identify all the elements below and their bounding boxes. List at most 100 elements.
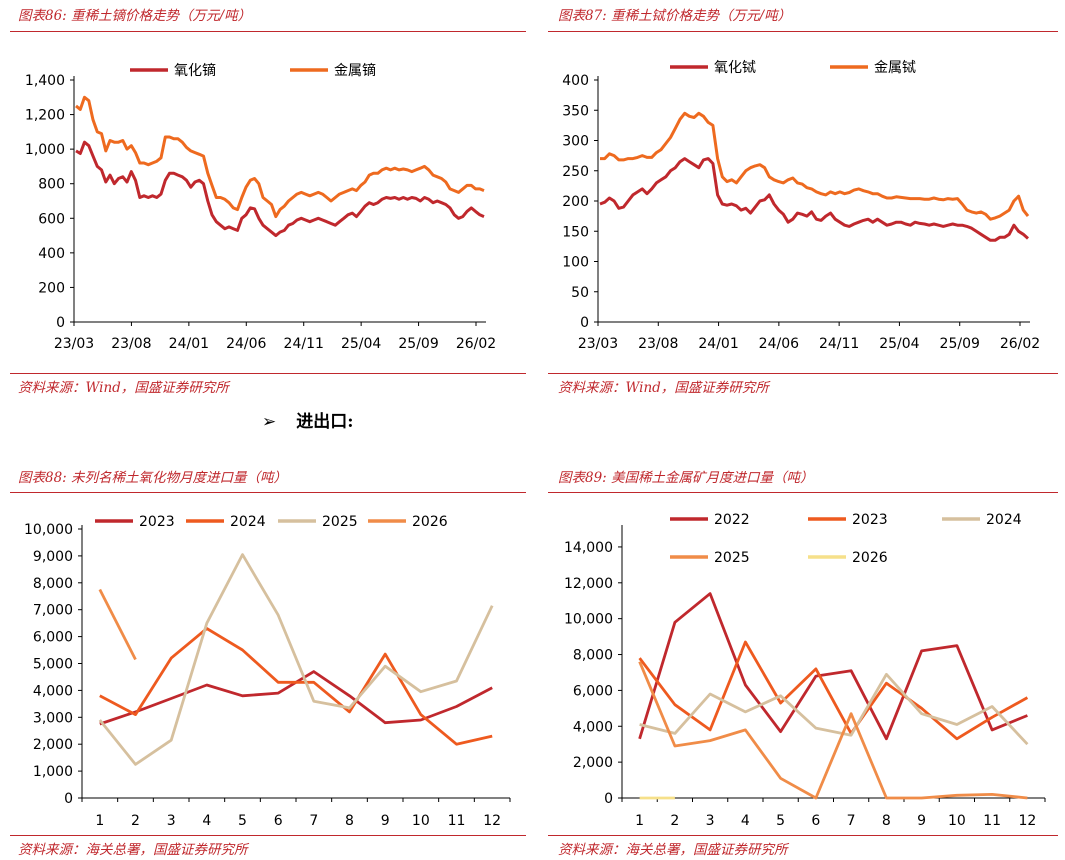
y-tick-label: 8,000	[573, 648, 613, 664]
y-tick-label: 250	[562, 164, 589, 180]
y-tick-label: 400	[38, 246, 65, 262]
series-line-2024	[639, 672, 1029, 746]
x-tick-label: 10	[948, 813, 966, 829]
x-tick-label: 6	[811, 813, 820, 829]
x-tick-label: 23/08	[111, 336, 151, 352]
y-tick-label: 400	[562, 73, 589, 89]
chart4-source-rule	[548, 835, 1058, 836]
chart3-svg: 0 1,000 2,000 3,000 4,000 5,000 6,000 7,000 8,00…	[24, 514, 511, 829]
y-tick-label: 1,200	[25, 108, 65, 124]
chart2-title: 图表87: 重稀土铽价格走势（万元/吨）	[558, 8, 792, 24]
x-tick-label: 10	[412, 813, 430, 829]
y-tick-label: 200	[562, 194, 589, 210]
x-tick-label: 1	[635, 813, 644, 829]
y-tick-label: 10,000	[564, 612, 613, 628]
series-line-氧化镝	[75, 140, 485, 238]
x-tick-label: 24/11	[819, 336, 859, 352]
x-tick-label: 26/02	[456, 336, 496, 352]
x-tick-label: 23/08	[638, 336, 678, 352]
series-line-2025	[638, 661, 1028, 800]
legend-label: 2026	[852, 550, 888, 566]
x-tick-label: 5	[238, 813, 247, 829]
y-tick-label: 12,000	[564, 576, 613, 592]
x-tick-label: 9	[381, 813, 390, 829]
x-tick-label: 25/09	[398, 336, 438, 352]
x-tick-label: 25/04	[341, 336, 381, 352]
y-tick-label: 4,000	[33, 683, 73, 699]
x-tick-label: 25/04	[879, 336, 919, 352]
chart2-title-rule	[548, 31, 1058, 32]
y-tick-label: 200	[38, 280, 65, 296]
series-line-氧化铽	[599, 157, 1029, 242]
chart3-title: 图表88: 未列名稀土氧化物月度进口量（吨）	[18, 470, 288, 486]
chart1-title: 图表86: 重稀土镝价格走势（万元/吨）	[18, 8, 252, 24]
x-tick-label: 8	[345, 813, 354, 829]
x-tick-label: 24/01	[169, 336, 209, 352]
series-line-金属铽	[600, 111, 1030, 221]
y-tick-label: 14,000	[564, 540, 613, 556]
series-line-金属镝	[75, 95, 485, 219]
y-tick-label: 100	[562, 255, 589, 271]
y-tick-label: 6,000	[33, 630, 73, 646]
x-tick-label: 24/06	[759, 336, 799, 352]
y-tick-label: 4,000	[573, 719, 613, 735]
x-tick-label: 1	[95, 813, 104, 829]
chart4-source: 资料来源：海关总署，国盛证券研究所	[558, 842, 788, 858]
chart3-source: 资料来源：海关总署，国盛证券研究所	[18, 842, 248, 858]
legend-label: 2024	[230, 514, 266, 530]
chart2-source-rule	[548, 373, 1058, 374]
x-tick-label: 3	[706, 813, 715, 829]
x-tick-label: 23/03	[54, 336, 94, 352]
series-line-2026	[98, 588, 137, 661]
x-tick-label: 2	[131, 813, 140, 829]
legend-label: 金属镝	[334, 62, 376, 79]
y-tick-label: 2,000	[573, 755, 613, 771]
y-tick-label: 0	[64, 791, 73, 807]
y-tick-label: 8,000	[33, 576, 73, 592]
y-tick-label: 300	[562, 134, 589, 150]
legend-label: 2026	[412, 514, 448, 530]
y-tick-label: 600	[38, 211, 65, 227]
chart4-title: 图表89: 美国稀土金属矿月度进口量（吨）	[558, 470, 814, 486]
legend-label: 2025	[322, 514, 358, 530]
chart4-svg: 0 2,000 4,000 6,000 8,000 10,000 12,000 14,000 1…	[564, 512, 1046, 829]
y-tick-label: 7,000	[33, 603, 73, 619]
x-tick-label: 24/11	[284, 336, 324, 352]
x-tick-label: 24/01	[698, 336, 738, 352]
x-tick-label: 11	[448, 813, 466, 829]
x-tick-label: 4	[202, 813, 211, 829]
y-tick-label: 800	[38, 177, 65, 193]
section-heading: ➢ 进出口:	[262, 407, 354, 432]
x-tick-label: 7	[847, 813, 856, 829]
chart1-svg: 0 200 400 600 800 1,000 1,200 1,400 23/03 23/08 24…	[25, 62, 496, 352]
x-tick-label: 12	[1018, 813, 1036, 829]
legend-label: 2023	[852, 512, 888, 528]
chart3-title-rule	[10, 492, 526, 493]
legend-label: 2022	[714, 512, 750, 528]
x-tick-label: 4	[741, 813, 750, 829]
x-tick-label: 7	[309, 813, 318, 829]
chart1-source: 资料来源：Wind，国盛证券研究所	[18, 380, 229, 396]
legend-label: 金属铽	[874, 60, 916, 76]
x-tick-label: 26/02	[1000, 336, 1040, 352]
x-tick-label: 5	[776, 813, 785, 829]
x-tick-label: 8	[882, 813, 891, 829]
y-tick-label: 0	[56, 315, 65, 331]
section-arrow-icon: ➢	[262, 412, 277, 432]
series-line-2025	[98, 553, 494, 766]
x-tick-label: 2	[670, 813, 679, 829]
section-heading-text: 进出口:	[296, 412, 354, 432]
y-tick-label: 9,000	[33, 549, 73, 565]
x-tick-label: 25/09	[940, 336, 980, 352]
y-tick-label: 3,000	[33, 710, 73, 726]
chart3-source-rule	[10, 835, 526, 836]
y-tick-label: 0	[580, 315, 589, 331]
chart2-source: 资料来源：Wind，国盛证券研究所	[558, 380, 769, 396]
y-tick-label: 150	[562, 224, 589, 240]
y-tick-label: 1,000	[25, 142, 65, 158]
x-tick-label: 23/03	[578, 336, 618, 352]
x-tick-label: 9	[917, 813, 926, 829]
y-tick-label: 1,400	[25, 73, 65, 89]
x-tick-label: 12	[483, 813, 501, 829]
y-tick-label: 2,000	[33, 737, 73, 753]
